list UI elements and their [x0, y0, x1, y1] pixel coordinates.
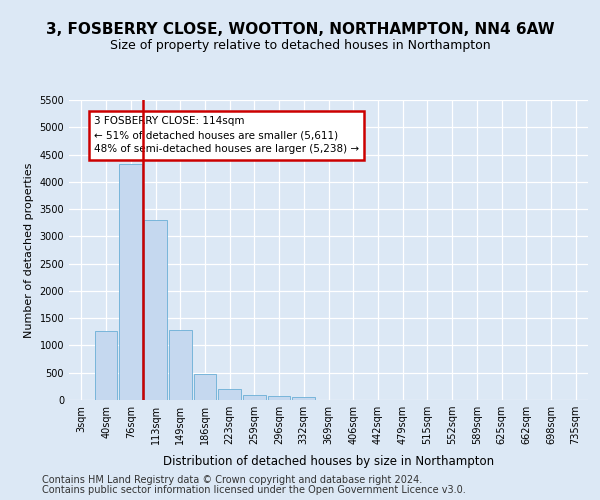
Bar [243, 395, 266, 400]
Bar [268, 396, 290, 400]
Bar [218, 388, 241, 400]
Text: Contains public sector information licensed under the Open Government Licence v3: Contains public sector information licen… [42, 485, 466, 495]
Bar [292, 397, 315, 400]
Y-axis label: Number of detached properties: Number of detached properties [24, 162, 34, 338]
Text: 3, FOSBERRY CLOSE, WOOTTON, NORTHAMPTON, NN4 6AW: 3, FOSBERRY CLOSE, WOOTTON, NORTHAMPTON,… [46, 22, 554, 38]
Bar [169, 330, 191, 400]
Text: Contains HM Land Registry data © Crown copyright and database right 2024.: Contains HM Land Registry data © Crown c… [42, 475, 422, 485]
Text: 3 FOSBERRY CLOSE: 114sqm
← 51% of detached houses are smaller (5,611)
48% of sem: 3 FOSBERRY CLOSE: 114sqm ← 51% of detach… [94, 116, 359, 154]
X-axis label: Distribution of detached houses by size in Northampton: Distribution of detached houses by size … [163, 456, 494, 468]
Bar [119, 164, 142, 400]
Bar [95, 330, 118, 400]
Text: Size of property relative to detached houses in Northampton: Size of property relative to detached ho… [110, 39, 490, 52]
Bar [194, 374, 216, 400]
Bar [144, 220, 167, 400]
